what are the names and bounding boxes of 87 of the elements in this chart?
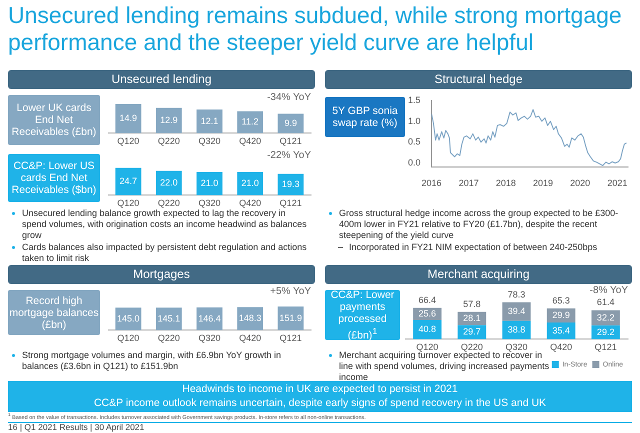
bar — [196, 109, 222, 134]
text: +5% YoY — [270, 286, 311, 297]
chart-title: Unsecured lending — [8, 70, 315, 89]
x-tick-label: Q320 — [198, 333, 221, 344]
total-label: 66.4 — [418, 294, 436, 305]
text: 16 | Q1 2021 Results | 30 April 2021 — [8, 422, 144, 432]
total-label: 65.3 — [552, 295, 570, 306]
chart-title: Structural hedge — [325, 70, 632, 89]
chart-title: Mortgages — [8, 265, 315, 284]
x-tick-label: Q120 — [117, 333, 140, 344]
total-label: 61.4 — [596, 297, 614, 308]
x-tick-label: Q220 — [460, 342, 483, 352]
x-tick-label: Q121 — [594, 342, 617, 352]
data-label: 21.0 — [241, 178, 259, 188]
data-label: 146.4 — [198, 313, 221, 324]
chart-subtitle: CC&P: Lower US cards End Net Receivables ($bn) — [10, 160, 98, 196]
data-label: 145.0 — [117, 313, 140, 324]
data-label: 35.4 — [552, 325, 570, 336]
data-label: 29.2 — [596, 326, 614, 337]
x-tick-label: Q120 — [117, 136, 140, 146]
text: Headwinds to income in UK are expected to persist in 2021 — [181, 382, 459, 396]
data-label: 40.8 — [418, 324, 436, 334]
text: -8% YoY — [590, 285, 628, 296]
total-label: 78.3 — [508, 289, 526, 300]
bar — [156, 108, 182, 134]
data-label: 9.9 — [284, 118, 297, 128]
x-tick-label: 2019 — [533, 178, 554, 188]
y-tick-label: 1.0 — [408, 116, 421, 126]
x-tick-label: Q121 — [280, 198, 302, 208]
data-label: 22.0 — [160, 178, 178, 188]
bar — [237, 111, 264, 134]
x-tick-label: Q220 — [158, 333, 180, 344]
text: Lower UK cards End Net Receivables (£bn) — [10, 102, 98, 138]
data-label: 24.7 — [120, 176, 138, 186]
x-tick-label: Q120 — [416, 342, 438, 352]
x-tick-label: Q121 — [280, 136, 302, 146]
data-label: 19.3 — [282, 179, 300, 190]
data-label: 32.2 — [596, 312, 614, 322]
text: CC&P: Lower payments processed (£bn)$^{1}$ — [325, 288, 400, 342]
y-tick-label: 1.5 — [408, 94, 421, 105]
x-tick-label: Q420 — [239, 136, 262, 146]
text: 5Y GBP sonia swap rate (%) — [331, 105, 399, 129]
x-tick-label: Q320 — [505, 342, 528, 352]
text: Strong mortgage volumes and margin, with £6.9bn YoY growth in balances (£3.6bn in Q121) to £151.9bn — [22, 350, 282, 372]
data-label: 25.6 — [418, 308, 436, 318]
data-label: 39.4 — [508, 306, 526, 316]
x-tick-label: 2017 — [458, 178, 479, 188]
x-tick-label: 2021 — [607, 178, 628, 188]
chart-title: Merchant acquiring — [325, 265, 632, 284]
text: Cards balances also impacted by persistent debt regulation and actions taken to limit risk — [22, 242, 308, 264]
x-tick-label: Q220 — [158, 136, 180, 146]
text: -22% YoY — [267, 150, 311, 161]
text: -34% YoY — [267, 92, 311, 103]
data-label: 148.3 — [238, 313, 262, 324]
x-tick-label: 2020 — [570, 178, 590, 188]
text: CC&P income outlook remains uncertain, despite early signs of spend recovery in the US and UK — [92, 396, 548, 410]
x-tick-label: Q420 — [239, 333, 262, 344]
y-tick-label: 0.5 — [408, 136, 421, 147]
text: Unsecured lending balance growth expected to lag the recovery in spend volumes, with origination costs an income headwind as balances grow — [22, 208, 308, 241]
x-tick-label: Q320 — [198, 136, 221, 146]
x-tick-label: Q220 — [158, 198, 180, 208]
x-tick-label: Q121 — [280, 333, 302, 344]
bar — [115, 104, 142, 134]
total-label: 57.8 — [463, 298, 481, 309]
data-label: 29.7 — [463, 326, 481, 337]
data-label: 11.2 — [242, 116, 259, 127]
x-tick-label: Q420 — [550, 342, 572, 352]
data-label: 28.1 — [463, 313, 481, 324]
x-tick-label: Q320 — [198, 198, 221, 208]
data-label: 14.9 — [120, 113, 138, 124]
x-tick-label: 2016 — [421, 178, 442, 188]
data-label: 12.1 — [200, 116, 218, 126]
x-tick-label: Q420 — [239, 198, 262, 208]
data-label: 38.8 — [508, 324, 526, 335]
x-tick-label: Q120 — [117, 198, 140, 208]
x-tick-label: 2018 — [496, 178, 516, 188]
data-label: 145.1 — [158, 313, 180, 324]
text: Gross structural hedge income across the group expected to be £300-400m lower in FY21 relative to FY20 (£1.7bn), despite the recent steepening of the yield curve — [339, 208, 620, 241]
chart-subtitle: Record high mortgage balances (£bn) — [8, 294, 100, 330]
bar — [591, 310, 620, 326]
y-tick-label: 0.0 — [408, 158, 421, 168]
data-label: 21.0 — [200, 178, 218, 188]
data-label: 151.9 — [279, 312, 302, 323]
data-label: 12.9 — [160, 115, 178, 126]
data-label: 29.9 — [552, 310, 570, 320]
text: Unsecured lending remains subdued, while strong mortgage performance and the steeper yield curve are helpful — [8, 2, 623, 56]
text: Incorporated in FY21 NIM expectation of between 240-250bps — [349, 242, 598, 253]
